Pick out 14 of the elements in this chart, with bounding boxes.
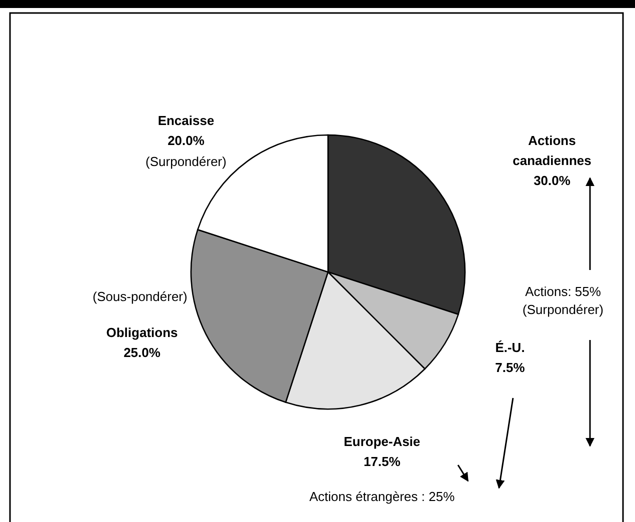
slice-label: Actions canadiennes [512, 133, 592, 168]
data-label: 25.0% [124, 345, 161, 360]
data-label: 20.0% [168, 133, 205, 148]
data-label: 30.0% [534, 173, 571, 188]
text: Actions étrangères : 25% [309, 489, 456, 504]
text: (Sous-pondérer) [92, 289, 188, 304]
text: (Surpondérer) [146, 154, 226, 169]
slice-label: Obligations [106, 325, 178, 340]
slice-label: Encaisse [158, 113, 214, 128]
data-label: 17.5% [364, 454, 401, 469]
slice-label: Europe-Asie [344, 434, 420, 449]
data-label: 7.5% [495, 360, 526, 375]
text: Actions: 55% (Surpondérer) [522, 284, 604, 317]
slice-label: É.-U. [495, 340, 525, 355]
